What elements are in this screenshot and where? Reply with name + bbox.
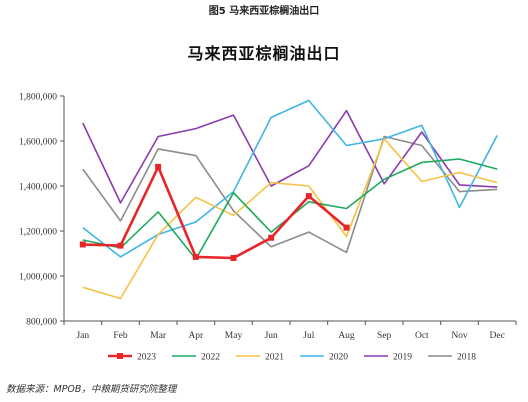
x-tick-label: Jun: [265, 331, 278, 341]
source-note: 数据来源：MPOB，中粮期货研究院整理: [6, 384, 177, 395]
x-tick-label: Nov: [451, 331, 468, 341]
figure-caption: 图5 马来西亚棕榈油出口: [208, 6, 320, 17]
y-tick-label: 1,600,000: [19, 138, 57, 148]
x-tick-label: Oct: [415, 331, 429, 341]
y-tick-label: 800,000: [26, 318, 57, 328]
x-tick-label: Mar: [150, 331, 167, 341]
y-tick-label: 1,800,000: [19, 93, 57, 103]
data-point-2023: [230, 255, 237, 261]
legend-label-2019: 2019: [393, 353, 412, 363]
series-line-2023: [82, 165, 348, 260]
legend-marker-2023: [117, 353, 123, 359]
data-point-2023: [192, 253, 199, 260]
series-line-2020: [82, 99, 498, 258]
data-point-2023: [343, 224, 350, 231]
data-point-2023: [155, 163, 162, 170]
x-tick-label: Feb: [113, 331, 128, 341]
series-line-2021: [82, 138, 498, 300]
legend-label-2018: 2018: [457, 353, 476, 363]
series-line-2018: [82, 135, 498, 254]
y-tick-label: 1,000,000: [19, 273, 57, 283]
data-point-2023: [305, 193, 312, 200]
legend-label-2022: 2022: [201, 353, 220, 363]
legend-label-2020: 2020: [329, 353, 348, 363]
y-tick-label: 1,400,000: [19, 183, 57, 193]
x-tick-label: Aug: [338, 331, 355, 341]
x-tick-label: May: [225, 331, 243, 341]
data-point-2023: [268, 234, 275, 241]
series-line-2019: [82, 109, 498, 204]
x-tick-label: Dec: [490, 331, 505, 341]
series-lines: [79, 99, 498, 300]
data-point-2023: [117, 242, 124, 249]
y-tick-label: 1,200,000: [19, 228, 57, 238]
x-tick-label: Jul: [303, 331, 314, 341]
legend-label-2021: 2021: [265, 353, 284, 363]
x-tick-label: Sep: [377, 331, 392, 341]
chart-legend: 2023 2022 2021 2020 2019 2018: [108, 353, 476, 363]
x-tick-label: Apr: [188, 331, 204, 341]
chart-title: 马来西亚棕榈油出口: [187, 44, 341, 63]
legend-label-2023: 2023: [137, 353, 156, 363]
chart-axes: 800,000 1,000,000 1,200,000 1,400,000 1,600,…: [19, 93, 517, 341]
data-point-2023: [79, 241, 86, 248]
x-tick-label: Jan: [76, 331, 89, 341]
